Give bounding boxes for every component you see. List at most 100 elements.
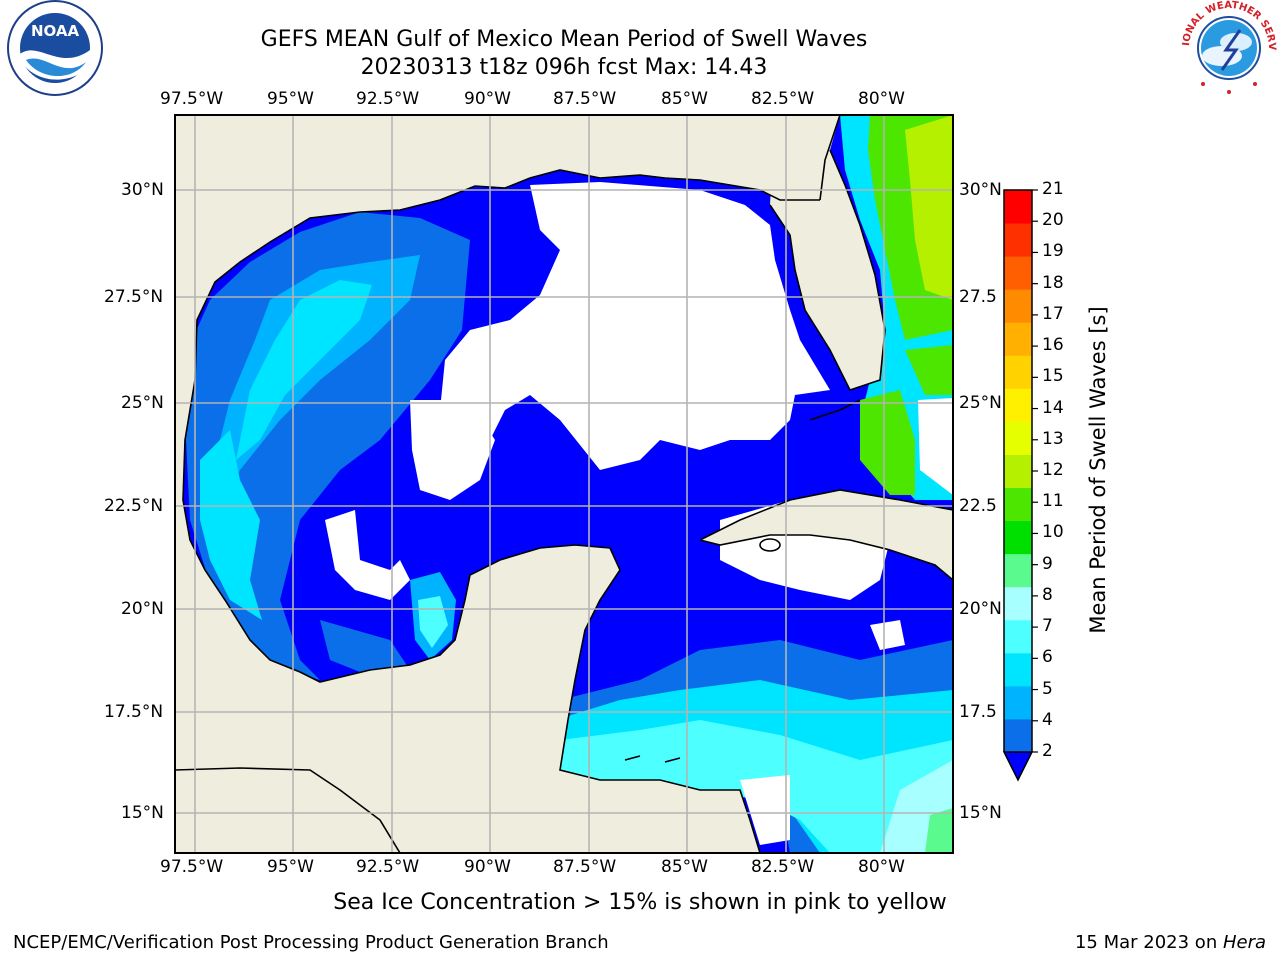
lon-label-top-97-5: 97.5°W [160, 89, 224, 109]
map-title-line2: 20230313 t18z 096h fcst Max: 14.43 [360, 55, 768, 80]
colorbar-tick-label: 18 [1042, 272, 1064, 293]
colorbar-segment [1004, 256, 1032, 290]
lat-label-left-27-5: 27.5°N [104, 287, 164, 307]
map-plot-area [175, 115, 953, 853]
colorbar-tick-label: 16 [1042, 335, 1064, 356]
swell-band-9-10-caribbean [925, 808, 953, 853]
lon-label-bottom-85: 85°W [661, 857, 708, 877]
lat-label-left-25: 25°N [121, 393, 164, 413]
colorbar-tick-label: 7 [1042, 616, 1053, 637]
colorbar-tick-label: 6 [1042, 647, 1053, 668]
lat-label-left-15: 15°N [121, 803, 164, 823]
nws-logo: NATIONAL WEATHER SERVICE [0, 0, 1277, 94]
land-cuba [700, 490, 953, 580]
colorbar-segment [1004, 487, 1032, 522]
svg-text:NATIONAL WEATHER SERVICE: NATIONAL WEATHER SERVICE [0, 0, 1277, 51]
swell-band-12-13-atlantic [905, 115, 953, 300]
swell-band-5-6 [236, 280, 372, 460]
colorbar-tick-label: 8 [1042, 584, 1053, 605]
colorbar-tick-label: 10 [1042, 522, 1064, 543]
colorbar-tick-label: 12 [1042, 460, 1064, 480]
lon-label-bottom-80: 80°W [858, 857, 905, 877]
lon-label-top-95: 95°W [267, 89, 314, 109]
no-data-central-gulf [440, 182, 830, 470]
lon-label-top-92-5: 92.5°W [356, 89, 420, 109]
lat-label-right-25: 25°N [959, 393, 1002, 413]
colorbar-segment [1004, 223, 1032, 257]
sea-ice-note: Sea Ice Concentration > 15% is shown in … [333, 890, 947, 915]
lon-label-top-87-5: 87.5°W [553, 89, 617, 109]
colorbar-segment [1004, 388, 1032, 422]
lon-label-top-85: 85°W [661, 89, 708, 109]
colorbar-segment [1004, 685, 1032, 720]
colorbar-segment [1004, 586, 1032, 621]
lon-label-top-90: 90°W [464, 89, 511, 109]
lat-label-right-17-5: 17.5 [959, 702, 997, 722]
colorbar-segment [1004, 355, 1032, 389]
colorbar-segment [1004, 718, 1032, 753]
no-data-bahamas [918, 398, 953, 495]
lon-label-bottom-95: 95°W [267, 857, 314, 877]
swell-band-11-12-bahamas-north [905, 345, 953, 395]
lat-label-right-30: 30°N [959, 180, 1002, 200]
lon-label-top-82-5: 82.5°W [751, 89, 815, 109]
colorbar-segment [1004, 421, 1032, 455]
host-name: Hera [1222, 932, 1266, 953]
gridlines [175, 115, 953, 853]
date-line: 15 Mar 2023 on Hera [1075, 932, 1266, 953]
colorbar [1002, 189, 1038, 782]
colorbar-segment [1004, 190, 1032, 224]
colorbar-tick-label: 9 [1042, 553, 1053, 574]
colorbar-tick-label: 20 [1042, 210, 1064, 231]
colorbar-tick-label: 13 [1042, 428, 1064, 449]
colorbar-tick-label: 2 [1042, 741, 1053, 761]
swell-band-5-6-coast [200, 430, 262, 620]
map-title-line1: GEFS MEAN Gulf of Mexico Mean Period of … [260, 27, 868, 52]
lon-label-bottom-82-5: 82.5°W [751, 857, 815, 877]
lat-label-left-17-5: 17.5°N [104, 702, 164, 722]
lat-label-right-15: 15°N [959, 803, 1002, 823]
lat-label-left-20: 20°N [121, 599, 164, 619]
swell-band-2-4 [185, 212, 470, 680]
colorbar-tick-label: 15 [1042, 366, 1064, 387]
colorbar-title: Mean Period of Swell Waves [s] [1086, 306, 1110, 634]
credit-line: NCEP/EMC/Verification Post Processing Pr… [13, 932, 609, 953]
colorbar-tick-label: 4 [1042, 709, 1053, 730]
noaa-logo-text: NOAA [31, 22, 80, 40]
map-frame [174, 114, 954, 854]
colorbar-tick-label: 21 [1042, 179, 1064, 199]
nws-logo-text: NATIONAL WEATHER SERVICE [0, 0, 1277, 51]
no-data-west-gulf [410, 400, 495, 500]
lat-label-left-22-5: 22.5°N [104, 496, 164, 516]
swell-band-11-12-bahamas [860, 390, 915, 495]
colorbar-segment [1004, 652, 1032, 687]
date-text: 15 Mar 2023 on [1074, 932, 1223, 953]
lon-label-bottom-92-5: 92.5°W [356, 857, 420, 877]
lat-label-right-27-5: 27.5 [959, 287, 997, 307]
colorbar-under-extension [1002, 751, 1034, 782]
land-florida [770, 115, 885, 390]
lat-label-right-20: 20°N [959, 599, 1002, 619]
no-data-southwest-gulf [325, 510, 410, 600]
swell-band-4-5 [210, 255, 420, 520]
colorbar-segment [1004, 289, 1032, 323]
colorbar-segment [1004, 520, 1032, 555]
no-data-caribbean-patch [870, 620, 905, 650]
coastlines [175, 115, 953, 853]
lon-label-bottom-97-5: 97.5°W [160, 857, 224, 877]
no-data-honduras-coast [740, 775, 790, 845]
swell-band-2-4-campeche [320, 620, 410, 672]
noaa-logo: NOAA [7, 0, 103, 96]
lat-label-right-22-5: 22.5 [959, 496, 997, 516]
colorbar-tick-label: 11 [1042, 491, 1064, 512]
colorbar-segment [1004, 619, 1032, 654]
colorbar-segment [1004, 454, 1032, 489]
lon-label-bottom-90: 90°W [464, 857, 511, 877]
colorbar-tick-label: 5 [1042, 678, 1053, 699]
colorbar-tick-label: 19 [1042, 241, 1064, 262]
colorbar-tick-label: 17 [1042, 303, 1064, 324]
colorbar-segment [1004, 553, 1032, 588]
lat-label-left-30: 30°N [121, 180, 164, 200]
lon-label-top-80: 80°W [858, 89, 905, 109]
